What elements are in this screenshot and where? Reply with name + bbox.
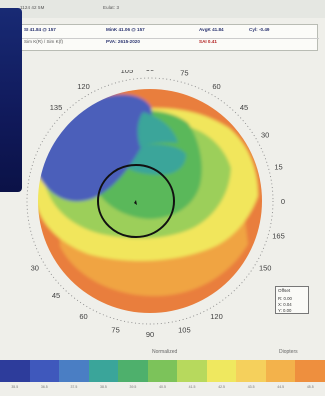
scale-tick-label: 38.5	[100, 385, 107, 389]
topography-map-area: 1059075604530150165150120105907560453013…	[0, 70, 325, 350]
scale-tick-label: 42.5	[218, 385, 225, 389]
scale-swatch	[88, 360, 119, 382]
degree-label: 45	[52, 291, 60, 300]
measurement-info-box: SI 41.84 @ 157 Sim K(R) / Sim K(f) MinK …	[20, 24, 319, 51]
scale-swatch	[118, 360, 148, 382]
scale-swatch	[177, 360, 207, 382]
degree-label: 165	[272, 231, 285, 240]
degree-label: 90	[146, 70, 154, 73]
scale-tick-label: 44.5	[277, 385, 285, 389]
scale-swatch	[206, 360, 237, 382]
degree-labels: 1059075604530150165150120105907560453013…	[31, 70, 285, 339]
scale-tick-label: 39.5	[129, 385, 137, 389]
degree-label: 45	[240, 103, 248, 112]
scale-tick-label: 36.5	[40, 385, 48, 389]
teal-upper-zone	[137, 112, 178, 147]
sim-k-subtitle: Sim K(R) / Sim K(f)	[24, 39, 64, 44]
stats-box: Offset R: 0.00 X: 0.04 Y: 0.00	[275, 286, 309, 314]
degree-label: 30	[261, 131, 269, 140]
degree-label: 105	[121, 70, 134, 75]
scale-tick-label: 45.5	[306, 385, 314, 389]
color-scale-bar	[0, 360, 325, 382]
degree-label: 120	[77, 82, 90, 91]
scale-tick-label: 40.5	[159, 385, 166, 389]
scale-tick-label: 35.5	[11, 385, 19, 389]
min-k-value: MinK 41.06 @ 157	[106, 27, 145, 32]
corneal-map	[38, 89, 262, 313]
scale-right-label: Diopters	[279, 349, 298, 355]
scale-swatch	[236, 360, 266, 382]
header-line1-left: 1124 42 5M	[20, 5, 45, 10]
stats-line-3: Y: 0.00	[278, 308, 292, 313]
degree-ring	[26, 77, 274, 325]
scale-swatch	[29, 360, 60, 382]
scale-swatch	[59, 360, 89, 382]
scale-swatch	[265, 360, 296, 382]
dark-side-panel	[0, 8, 22, 192]
scale-tick-label: 37.5	[70, 385, 78, 389]
degree-label: 60	[212, 82, 220, 91]
degree-label: 15	[274, 163, 282, 172]
degree-label: 0	[281, 197, 285, 206]
sai-value: SAI 0.41	[199, 39, 217, 44]
scale-swatch	[0, 360, 30, 382]
header-strip	[0, 0, 325, 18]
scale-swatch	[147, 360, 178, 382]
avg-k-value: AvgK 41.84	[199, 27, 224, 32]
pupil-center-marker	[134, 200, 137, 205]
header-line1-right: Eulat: 3	[103, 5, 120, 10]
stats-line-2: X: 0.04	[278, 302, 292, 307]
degree-label: 120	[210, 312, 223, 321]
degree-label: 60	[79, 312, 87, 321]
scale-labels-row: Normalized Diopters	[0, 347, 325, 357]
scale-swatch	[295, 360, 325, 382]
topography-map-svg: 1059075604530150165150120105907560453013…	[26, 70, 285, 339]
scale-tick-label: 41.5	[188, 385, 196, 389]
stats-line-1: R: 0.00	[278, 296, 292, 301]
pva-value: PVA: 2615-2020	[106, 39, 140, 44]
degree-label: 105	[178, 326, 191, 335]
pupil-outline	[97, 164, 175, 238]
scale-tick-label: 43.5	[247, 385, 255, 389]
color-scale-ticks: 35.5 36.5 37.5 38.5 39.5 40.5 41.5 42.5 43.5 44.5…	[0, 385, 325, 393]
degree-label: 150	[259, 264, 272, 273]
degree-label: 30	[31, 264, 39, 273]
degree-label: 90	[146, 330, 154, 339]
degree-label: 75	[180, 70, 188, 78]
stats-title: Offset	[278, 288, 291, 293]
sim-k-value: SI 41.84 @ 157	[24, 27, 56, 32]
degree-label: 75	[111, 326, 119, 335]
scale-left-label: Normalized	[152, 349, 178, 355]
degree-label: 135	[50, 103, 63, 112]
teal-zone	[122, 144, 186, 175]
cyl-value: Cyl: -0.49	[249, 27, 270, 32]
